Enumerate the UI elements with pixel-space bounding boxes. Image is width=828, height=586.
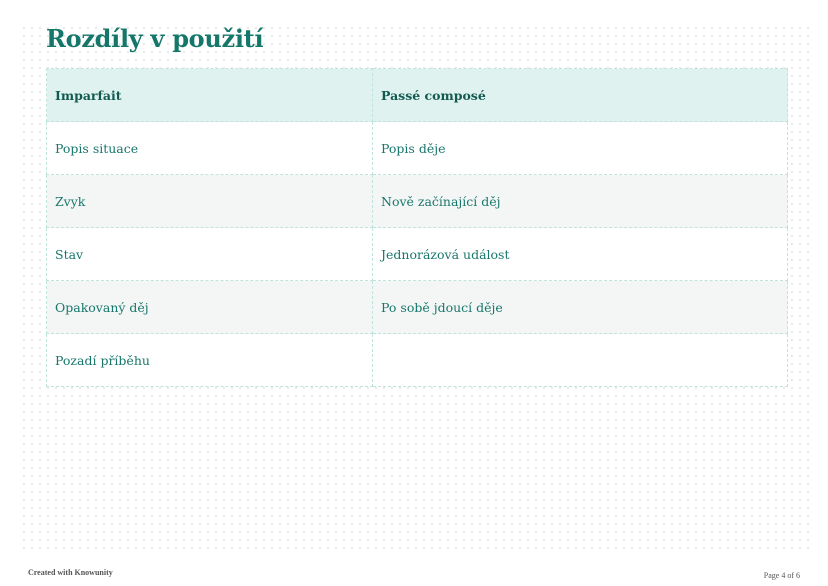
table-cell: Opakovaný děj xyxy=(46,280,373,334)
table-row: Pozadí příběhu xyxy=(46,333,788,387)
table-row: Stav Jednorázová událost xyxy=(46,227,788,281)
table-cell xyxy=(372,333,788,387)
table-header-row: Imparfait Passé composé xyxy=(46,68,788,122)
table-cell: Pozadí příběhu xyxy=(46,333,373,387)
table-cell: Stav xyxy=(46,227,373,281)
table-cell: Jednorázová událost xyxy=(372,227,788,281)
table-cell: Zvyk xyxy=(46,174,373,228)
column-header: Imparfait xyxy=(46,68,373,122)
table-cell: Nově začínající děj xyxy=(372,174,788,228)
page-title: Rozdíly v použití xyxy=(46,24,264,53)
table-row: Zvyk Nově začínající děj xyxy=(46,174,788,228)
table-cell: Popis děje xyxy=(372,121,788,175)
comparison-table: Imparfait Passé composé Popis situace Po… xyxy=(46,68,788,387)
table-row: Popis situace Popis děje xyxy=(46,121,788,175)
page-number: Page 4 of 6 xyxy=(763,571,800,580)
table-cell: Popis situace xyxy=(46,121,373,175)
column-header: Passé composé xyxy=(372,68,788,122)
table-row: Opakovaný děj Po sobě jdoucí děje xyxy=(46,280,788,334)
table-cell: Po sobě jdoucí děje xyxy=(372,280,788,334)
footer-credit: Created with Knowunity xyxy=(28,568,113,577)
